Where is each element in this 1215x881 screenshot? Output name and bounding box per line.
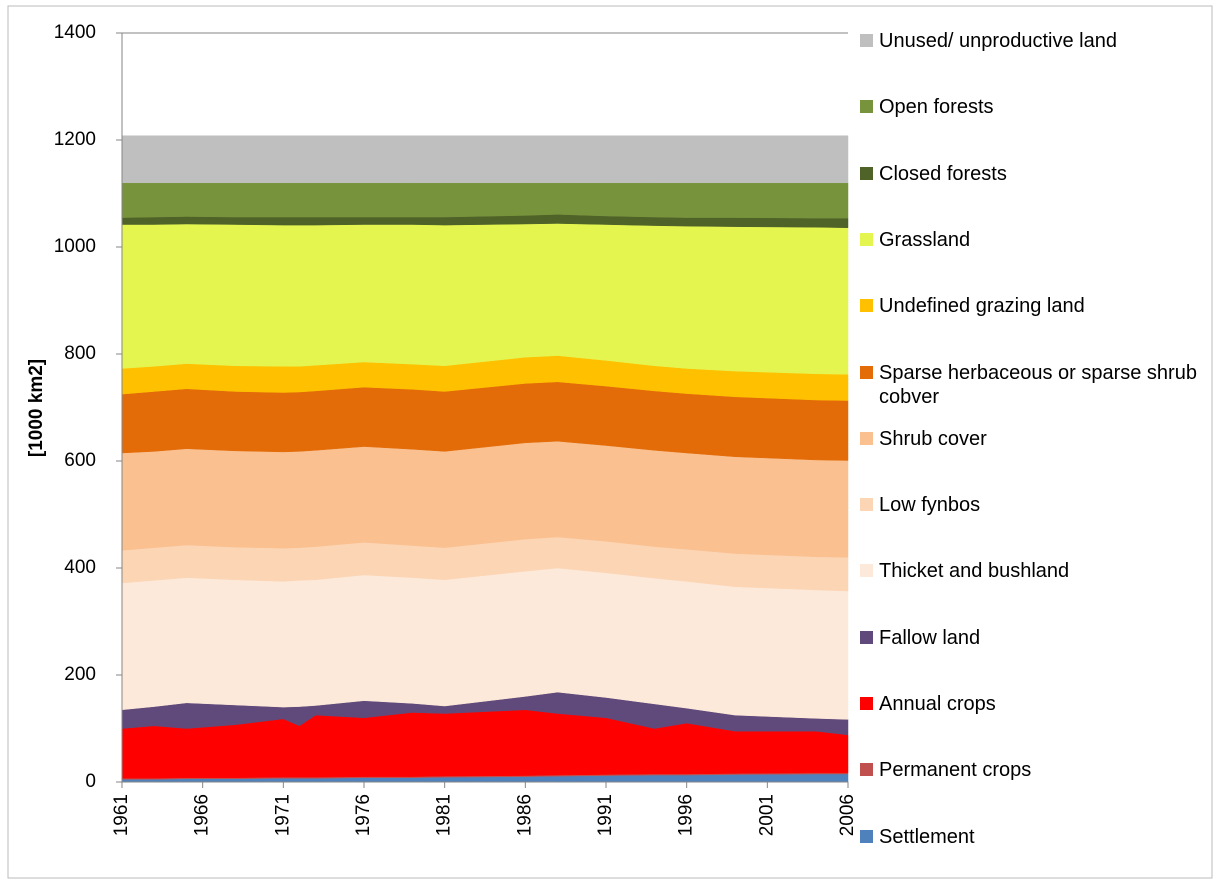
legend-swatch	[860, 431, 873, 445]
legend-label: Shrub cover	[879, 427, 987, 450]
x-tick-label: 1986	[514, 794, 535, 836]
legend-swatch	[860, 232, 873, 246]
x-tick-label: 1966	[192, 794, 213, 836]
y-tick-label: 1000	[54, 236, 96, 257]
area	[121, 223, 849, 375]
y-tick-label: 1400	[54, 22, 96, 43]
legend-entry: Thicket and bushland	[860, 559, 1199, 583]
legend-swatch	[860, 365, 873, 379]
y-tick-label: 200	[64, 664, 96, 685]
area	[121, 135, 849, 184]
legend-label: Annual crops	[879, 693, 996, 715]
x-tick-label: 1981	[434, 794, 455, 836]
legend-label: Unused/ unproductive land	[879, 30, 1117, 52]
legend-label: Settlement	[879, 825, 975, 848]
y-tick-label: 400	[64, 557, 96, 578]
legend-entry: Settlement	[860, 825, 1199, 849]
legend-swatch	[860, 763, 873, 777]
legend-swatch	[860, 498, 873, 512]
x-tick-label: 1971	[272, 794, 293, 836]
legend-label: Open forests	[879, 96, 994, 119]
legend-swatch	[860, 829, 873, 843]
x-tick-label: 1976	[353, 794, 374, 836]
legend-swatch	[860, 166, 873, 180]
x-tick-label: 1996	[676, 794, 697, 836]
legend-label: Grassland	[879, 228, 971, 251]
legend-swatch	[860, 299, 873, 313]
legend-entry: Closed forests	[860, 162, 1199, 186]
chart-border	[7, 5, 1213, 879]
legend-swatch	[860, 697, 873, 710]
y-tick-label: 1200	[54, 129, 96, 150]
legend-swatch	[860, 34, 873, 47]
legend-label: Permanent crops	[879, 759, 1032, 782]
legend-entry: Annual crops	[860, 692, 1199, 716]
legend-entry: Grassland	[860, 228, 1199, 252]
legend-entry: Sparse herbaceous or sparse shrub cobver	[860, 361, 1199, 409]
area	[121, 440, 849, 558]
legend-swatch	[860, 100, 873, 114]
legend-swatch	[860, 630, 873, 644]
y-tick-label: 800	[64, 343, 96, 364]
legend-entry: Open forests	[860, 95, 1199, 119]
y-tick-label: 600	[64, 450, 96, 471]
legend-label: Sparse herbaceous or sparse shrub cobver	[879, 361, 1197, 408]
legend-label: Thicket and bushland	[879, 560, 1070, 583]
legend-entry: Shrub cover	[860, 427, 1199, 451]
y-axis-label: [1000 km2]	[26, 359, 47, 457]
area	[121, 567, 849, 720]
legend-label: Fallow land	[879, 626, 981, 649]
x-tick-label: 1991	[595, 794, 616, 836]
y-tick-label: 0	[85, 771, 96, 792]
legend-swatch	[860, 564, 873, 578]
legend-entry: Low fynbos	[860, 493, 1199, 517]
legend-entry: Unused/ unproductive land	[860, 29, 1199, 53]
legend-label: Undefined grazing land	[879, 295, 1085, 318]
legend-label: Low fynbos	[879, 494, 981, 517]
area	[121, 182, 849, 219]
legend-label: Closed forests	[879, 162, 1007, 185]
x-tick-label: 1961	[111, 794, 132, 836]
legend-entry: Permanent crops	[860, 758, 1199, 782]
x-tick-label: 2006	[837, 794, 858, 836]
x-tick-label: 2001	[756, 794, 777, 836]
legend-entry: Undefined grazing land	[860, 294, 1199, 318]
legend-entry: Fallow land	[860, 626, 1199, 650]
